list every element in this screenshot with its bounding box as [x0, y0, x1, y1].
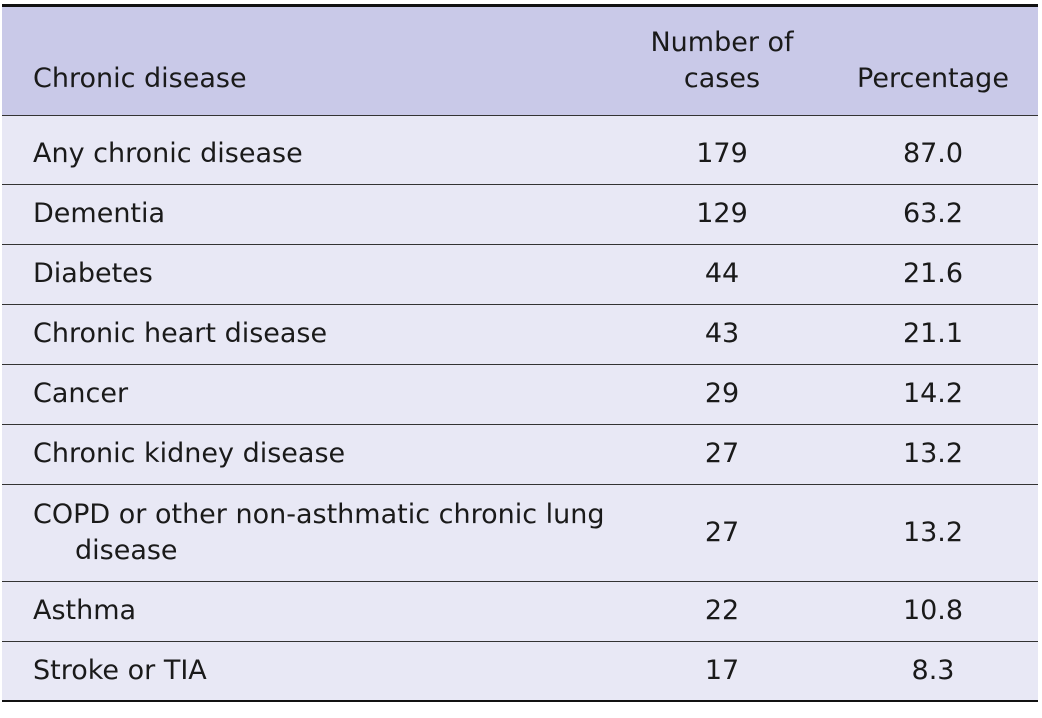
percentage-cell: 8.3 — [911, 654, 955, 686]
header-number-of-cases: Number of cases — [622, 6, 822, 116]
percentage-cell: 13.2 — [902, 438, 964, 469]
chronic-disease-table-container: Chronic disease Number of cases Percenta… — [2, 4, 1038, 702]
header-cases-line1: Number of — [650, 27, 794, 58]
disease-cell: Chronic kidney disease — [33, 438, 346, 469]
cases-cell: 17 — [704, 654, 740, 686]
percentage-cell: 14.2 — [902, 378, 964, 409]
cases-cell: 27 — [704, 438, 740, 469]
disease-cell: Diabetes — [33, 258, 153, 289]
table-row: Cancer 29 14.2 — [2, 364, 1038, 424]
cases-cell: 44 — [704, 258, 740, 289]
percentage-cell: 87.0 — [902, 137, 964, 169]
chronic-disease-table: Chronic disease Number of cases Percenta… — [2, 4, 1038, 702]
table-row: COPD or other non-asthmatic chronic lung… — [2, 484, 1038, 581]
table-row: Chronic kidney disease 27 13.2 — [2, 424, 1038, 484]
header-row: Chronic disease Number of cases Percenta… — [2, 5, 1038, 116]
cases-cell: 29 — [704, 378, 740, 409]
disease-cell: Cancer — [33, 378, 129, 409]
disease-cell: Any chronic disease — [33, 137, 303, 169]
cases-cell: 27 — [704, 516, 740, 548]
cases-cell: 129 — [696, 198, 748, 229]
header-percentage: Percentage — [857, 63, 1009, 94]
disease-cell: Asthma — [33, 595, 137, 626]
disease-cell: Chronic heart disease — [33, 318, 328, 349]
table-header: Chronic disease Number of cases Percenta… — [2, 5, 1038, 116]
percentage-cell: 10.8 — [902, 595, 964, 626]
table-row: Stroke or TIA 17 8.3 — [2, 641, 1038, 701]
table-row: Dementia 129 63.2 — [2, 184, 1038, 244]
table-row: Asthma 22 10.8 — [2, 581, 1038, 641]
percentage-cell: 13.2 — [902, 516, 964, 548]
table-row: Chronic heart disease 43 21.1 — [2, 304, 1038, 364]
disease-cell: Stroke or TIA — [33, 654, 207, 686]
cases-cell: 179 — [696, 137, 748, 169]
cases-cell: 43 — [704, 318, 740, 349]
percentage-cell: 21.1 — [902, 318, 964, 349]
table-spacer — [2, 115, 1038, 124]
percentage-cell: 21.6 — [902, 258, 964, 289]
table-row: Any chronic disease 179 87.0 — [2, 124, 1038, 184]
cases-cell: 22 — [704, 595, 740, 626]
disease-cell: Dementia — [33, 198, 166, 229]
header-chronic-disease: Chronic disease — [33, 63, 247, 94]
header-cases-line2: cases — [683, 63, 761, 94]
percentage-cell: 63.2 — [902, 198, 964, 229]
disease-cell-text: COPD or other non-asthmatic chronic lung… — [33, 498, 605, 566]
disease-cell: COPD or other non-asthmatic chronic lung… — [2, 484, 622, 581]
table-body: Any chronic disease 179 87.0 Dementia 12… — [2, 115, 1038, 701]
table-row: Diabetes 44 21.6 — [2, 244, 1038, 304]
